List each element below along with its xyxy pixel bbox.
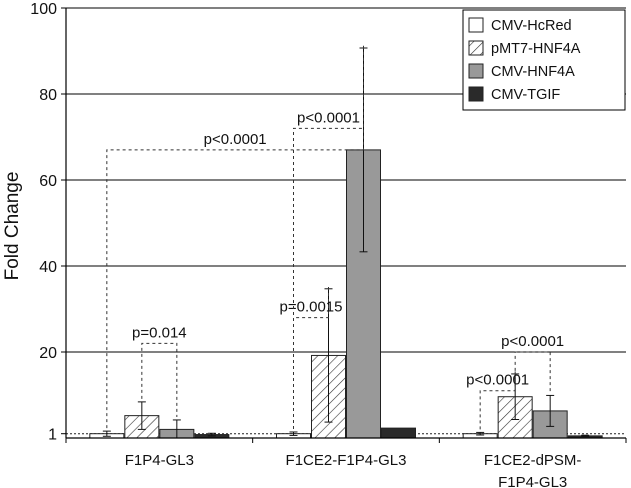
- legend-swatch: [468, 86, 484, 102]
- legend-label: CMV-HNF4A: [491, 64, 575, 80]
- significance-bracket: [293, 44, 364, 429]
- category-label: F1CE2-F1P4-GL3: [286, 452, 407, 469]
- y-tick-label: 80: [39, 87, 57, 104]
- p-value-label: p<0.0001: [204, 131, 267, 148]
- y-tick-label: 1: [48, 427, 57, 444]
- category-label: F1CE2-dPSM-: [484, 452, 582, 469]
- legend-swatch: [468, 17, 484, 33]
- bars: [89, 149, 603, 439]
- p-value-label: p=0.0015: [280, 299, 343, 316]
- category-label: F1P4-GL3: [498, 474, 567, 488]
- legend: CMV-HcRed pMT7-HNF4A CMV-HNF4A CMV-TGIF: [462, 9, 626, 111]
- axes: 1 20 40 60 80 100 F1P4-GL3 F1CE2-F1P4-GL3 F1CE2-…: [30, 1, 627, 488]
- y-tick-label: 100: [30, 1, 57, 18]
- p-value-label: p<0.0001: [297, 109, 360, 126]
- bar: [381, 427, 416, 439]
- legend-label: pMT7-HNF4A: [491, 41, 581, 57]
- legend-label: CMV-TGIF: [491, 87, 560, 103]
- y-tick-label: 20: [39, 345, 57, 362]
- y-tick-label: 60: [39, 173, 57, 190]
- legend-box: [462, 9, 626, 111]
- significance-annotations: p=0.014 p<0.0001 p=0.0015 p<0.0001 p<0.0001 p…: [106, 44, 564, 430]
- p-value-label: p<0.0001: [501, 333, 564, 350]
- significance-bracket: [106, 44, 364, 429]
- legend-label: CMV-HcRed: [491, 18, 572, 34]
- significance-bracket: [514, 351, 551, 393]
- significance-bracket: [141, 342, 178, 417]
- y-tick-label: 40: [39, 259, 57, 276]
- significance-bracket: [479, 370, 516, 430]
- p-value-label: p<0.0001: [466, 372, 529, 389]
- legend-swatch: [468, 63, 484, 79]
- legend-swatch: [468, 40, 484, 56]
- y-axis-label: Fold Change: [2, 172, 23, 281]
- category-label: F1P4-GL3: [125, 452, 194, 469]
- p-value-label: p=0.014: [132, 324, 187, 341]
